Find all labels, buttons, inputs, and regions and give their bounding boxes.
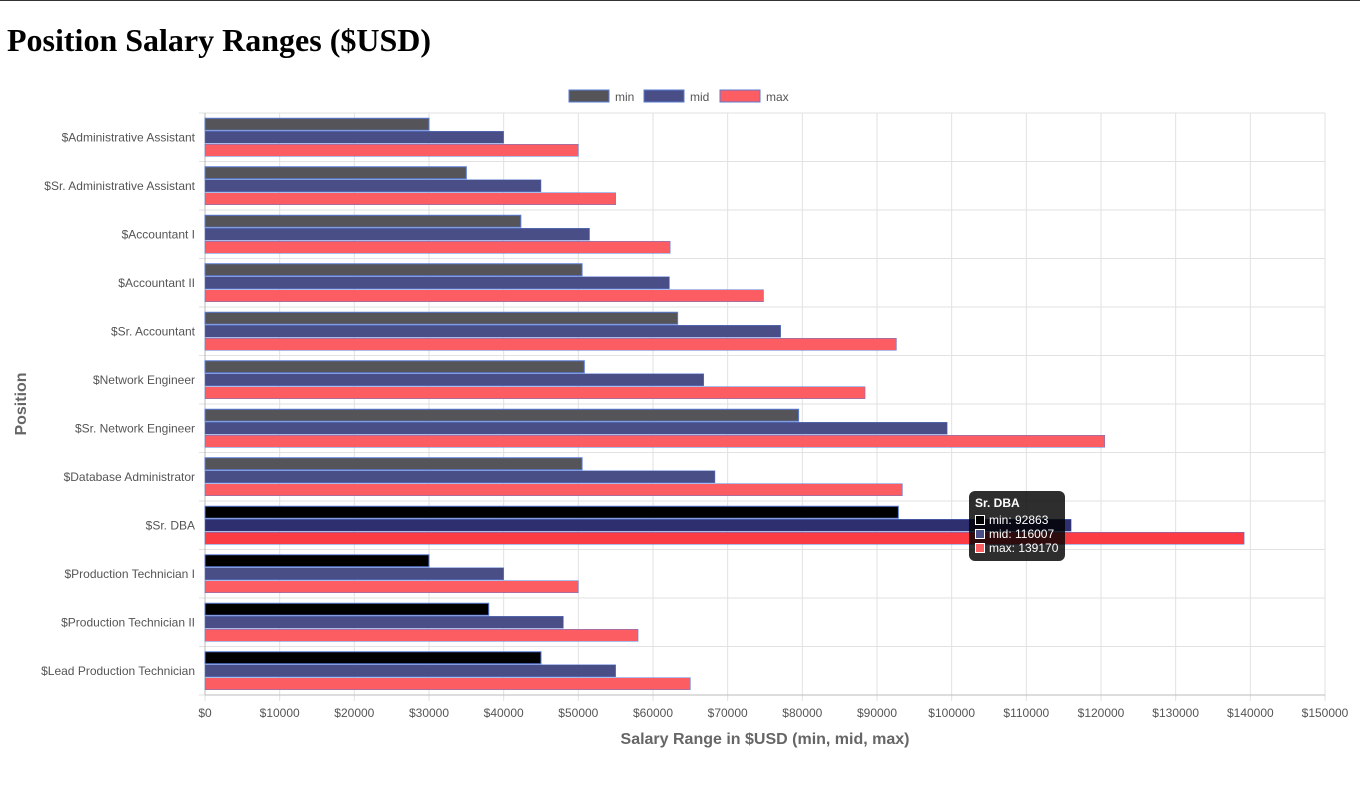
x-axis-ticks: $0 $10000 $20000 $30000 $40000 $50000 $60000 $7… bbox=[198, 706, 1348, 720]
chart-bars bbox=[204, 117, 1245, 690]
legend-label-mid[interactable]: mid bbox=[690, 90, 709, 104]
y-tick-label: $Sr. Accountant bbox=[111, 324, 196, 338]
x-tick-label: $50000 bbox=[558, 706, 598, 720]
bar-max[interactable] bbox=[204, 338, 897, 351]
bar-max[interactable] bbox=[204, 629, 639, 642]
bar-max[interactable] bbox=[204, 241, 671, 254]
bar-mid[interactable] bbox=[204, 276, 670, 289]
tooltip-row-min: min: 92863 bbox=[975, 513, 1059, 527]
bar-min[interactable] bbox=[204, 360, 585, 374]
bar-min[interactable] bbox=[204, 602, 490, 616]
y-tick-label: $Production Technician I bbox=[64, 567, 195, 581]
chart-tooltip: Sr. DBA min: 92863 mid: 116007 max: 1391… bbox=[969, 491, 1065, 561]
x-tick-label: $60000 bbox=[633, 706, 673, 720]
bar-min[interactable] bbox=[204, 457, 583, 471]
legend-swatch-mid[interactable] bbox=[643, 89, 685, 103]
x-tick-label: $40000 bbox=[484, 706, 524, 720]
x-tick-label: $90000 bbox=[857, 706, 897, 720]
bar-min[interactable] bbox=[204, 214, 522, 228]
bar-max[interactable] bbox=[204, 289, 764, 302]
bar-min[interactable] bbox=[204, 408, 800, 422]
y-tick-label: $Administrative Assistant bbox=[62, 130, 196, 144]
tooltip-swatch-max bbox=[975, 543, 985, 553]
chart-legend: min mid max bbox=[568, 89, 789, 104]
legend-swatch-max[interactable] bbox=[719, 89, 761, 103]
y-tick-label: $Sr. DBA bbox=[146, 518, 195, 532]
bar-mid[interactable] bbox=[204, 228, 590, 241]
y-tick-label: $Database Administrator bbox=[64, 470, 195, 484]
x-tick-label: $110000 bbox=[1003, 706, 1049, 720]
bar-mid[interactable] bbox=[204, 422, 948, 435]
y-tick-label: $Lead Production Technician bbox=[41, 664, 195, 678]
bar-mid[interactable] bbox=[204, 470, 716, 483]
bar-min[interactable] bbox=[204, 117, 430, 131]
tooltip-swatch-mid bbox=[975, 529, 985, 539]
x-tick-label: $70000 bbox=[708, 706, 748, 720]
tooltip-row-mid: mid: 116007 bbox=[975, 527, 1059, 541]
x-tick-label: $140000 bbox=[1227, 706, 1274, 720]
bar-max[interactable] bbox=[204, 532, 1245, 545]
bar-mid[interactable] bbox=[204, 131, 504, 144]
x-tick-label: $130000 bbox=[1152, 706, 1199, 720]
y-tick-label: $Sr. Administrative Assistant bbox=[44, 179, 195, 193]
bar-max[interactable] bbox=[204, 435, 1105, 448]
bar-mid[interactable] bbox=[204, 325, 781, 338]
legend-swatch-min[interactable] bbox=[568, 89, 610, 103]
bar-min[interactable] bbox=[204, 505, 899, 519]
top-border bbox=[0, 0, 1360, 1]
tooltip-title: Sr. DBA bbox=[975, 496, 1020, 510]
y-tick-label: $Sr. Network Engineer bbox=[75, 421, 195, 435]
bar-mid[interactable] bbox=[204, 567, 504, 580]
tooltip-swatch-min bbox=[975, 515, 985, 525]
y-tick-label: $Accountant I bbox=[122, 227, 195, 241]
y-axis-title: Position bbox=[13, 372, 30, 435]
bar-mid[interactable] bbox=[204, 519, 1072, 532]
bar-min[interactable] bbox=[204, 554, 430, 568]
x-tick-label: $120000 bbox=[1078, 706, 1125, 720]
bar-max[interactable] bbox=[204, 386, 866, 399]
bar-min[interactable] bbox=[204, 263, 583, 277]
tooltip-text-min: min: 92863 bbox=[989, 513, 1049, 527]
y-tick-label: $Accountant II bbox=[118, 276, 195, 290]
x-tick-label: $150000 bbox=[1302, 706, 1349, 720]
tooltip-row-max: max: 139170 bbox=[975, 541, 1059, 555]
legend-label-max[interactable]: max bbox=[766, 90, 789, 104]
bar-max[interactable] bbox=[204, 677, 691, 690]
x-tick-label: $30000 bbox=[409, 706, 449, 720]
bar-mid[interactable] bbox=[204, 179, 542, 192]
bar-mid[interactable] bbox=[204, 664, 616, 677]
x-tick-label: $100000 bbox=[928, 706, 975, 720]
tooltip-text-max: max: 139170 bbox=[989, 541, 1059, 555]
x-tick-label: $10000 bbox=[260, 706, 300, 720]
y-axis-ticks: $Administrative Assistant $Sr. Administra… bbox=[41, 130, 196, 678]
bar-max[interactable] bbox=[204, 580, 579, 593]
tooltip-text-mid: mid: 116007 bbox=[989, 527, 1055, 541]
x-tick-label: $0 bbox=[198, 706, 212, 720]
bar-min[interactable] bbox=[204, 651, 542, 665]
bar-mid[interactable] bbox=[204, 373, 705, 386]
page-title: Position Salary Ranges ($USD) bbox=[7, 22, 432, 58]
bar-max[interactable] bbox=[204, 483, 903, 496]
x-axis-title: Salary Range in $USD (min, mid, max) bbox=[621, 731, 910, 748]
bar-mid[interactable] bbox=[204, 616, 564, 629]
bar-max[interactable] bbox=[204, 144, 579, 157]
legend-label-min[interactable]: min bbox=[615, 90, 634, 104]
x-tick-label: $20000 bbox=[334, 706, 374, 720]
bar-min[interactable] bbox=[204, 311, 679, 325]
bar-max[interactable] bbox=[204, 192, 616, 205]
y-tick-label: $Production Technician II bbox=[61, 615, 195, 629]
x-tick-label: $80000 bbox=[782, 706, 822, 720]
y-tick-label: $Network Engineer bbox=[93, 373, 195, 387]
bar-min[interactable] bbox=[204, 166, 467, 180]
